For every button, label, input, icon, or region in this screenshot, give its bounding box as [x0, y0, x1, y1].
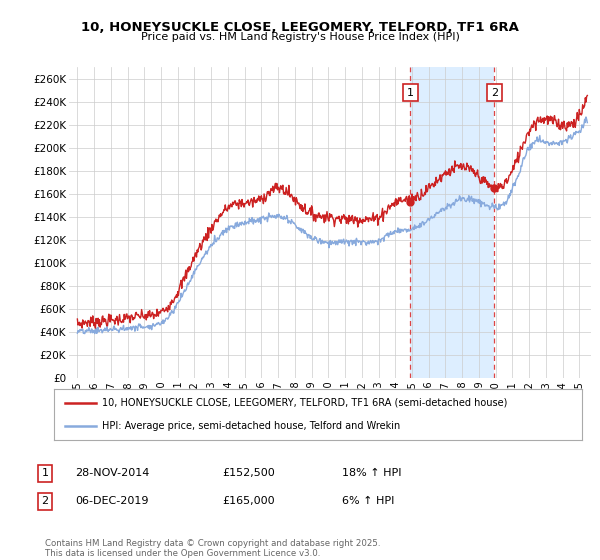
Text: 2: 2	[41, 496, 49, 506]
Text: HPI: Average price, semi-detached house, Telford and Wrekin: HPI: Average price, semi-detached house,…	[101, 421, 400, 431]
Text: 10, HONEYSUCKLE CLOSE, LEEGOMERY, TELFORD, TF1 6RA: 10, HONEYSUCKLE CLOSE, LEEGOMERY, TELFOR…	[81, 21, 519, 34]
Text: £152,500: £152,500	[222, 468, 275, 478]
Text: 2: 2	[491, 87, 498, 97]
Text: 1: 1	[41, 468, 49, 478]
Text: £165,000: £165,000	[222, 496, 275, 506]
Text: Contains HM Land Registry data © Crown copyright and database right 2025.
This d: Contains HM Land Registry data © Crown c…	[45, 539, 380, 558]
Bar	[410, 67, 494, 378]
Text: 10, HONEYSUCKLE CLOSE, LEEGOMERY, TELFORD, TF1 6RA (semi-detached house): 10, HONEYSUCKLE CLOSE, LEEGOMERY, TELFOR…	[101, 398, 507, 408]
Text: 28-NOV-2014: 28-NOV-2014	[75, 468, 149, 478]
Text: 18% ↑ HPI: 18% ↑ HPI	[342, 468, 401, 478]
Text: 06-DEC-2019: 06-DEC-2019	[75, 496, 149, 506]
Text: 1: 1	[407, 87, 414, 97]
Text: Price paid vs. HM Land Registry's House Price Index (HPI): Price paid vs. HM Land Registry's House …	[140, 32, 460, 42]
Text: 6% ↑ HPI: 6% ↑ HPI	[342, 496, 394, 506]
